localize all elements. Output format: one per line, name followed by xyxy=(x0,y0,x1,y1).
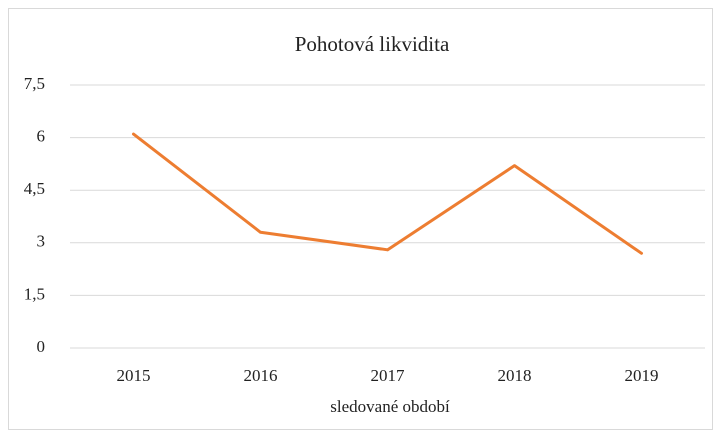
x-tick-label: 2018 xyxy=(498,366,532,385)
y-tick-label: 1,5 xyxy=(24,284,45,303)
chart-title: Pohotová likvidita xyxy=(295,32,450,56)
x-axis-label: sledované období xyxy=(330,397,450,416)
line-series xyxy=(132,132,643,255)
y-tick-label: 4,5 xyxy=(24,179,45,198)
y-tick-label: 7,5 xyxy=(24,74,45,93)
y-tick-label: 3 xyxy=(37,232,46,251)
y-tick-label: 0 xyxy=(37,337,46,356)
chart-frame xyxy=(8,8,713,430)
x-tick-label: 2019 xyxy=(625,366,659,385)
x-tick-label: 2016 xyxy=(244,366,278,385)
y-tick-label: 6 xyxy=(37,127,46,146)
x-tick-label: 2017 xyxy=(371,366,406,385)
x-tick-label: 2015 xyxy=(117,366,151,385)
